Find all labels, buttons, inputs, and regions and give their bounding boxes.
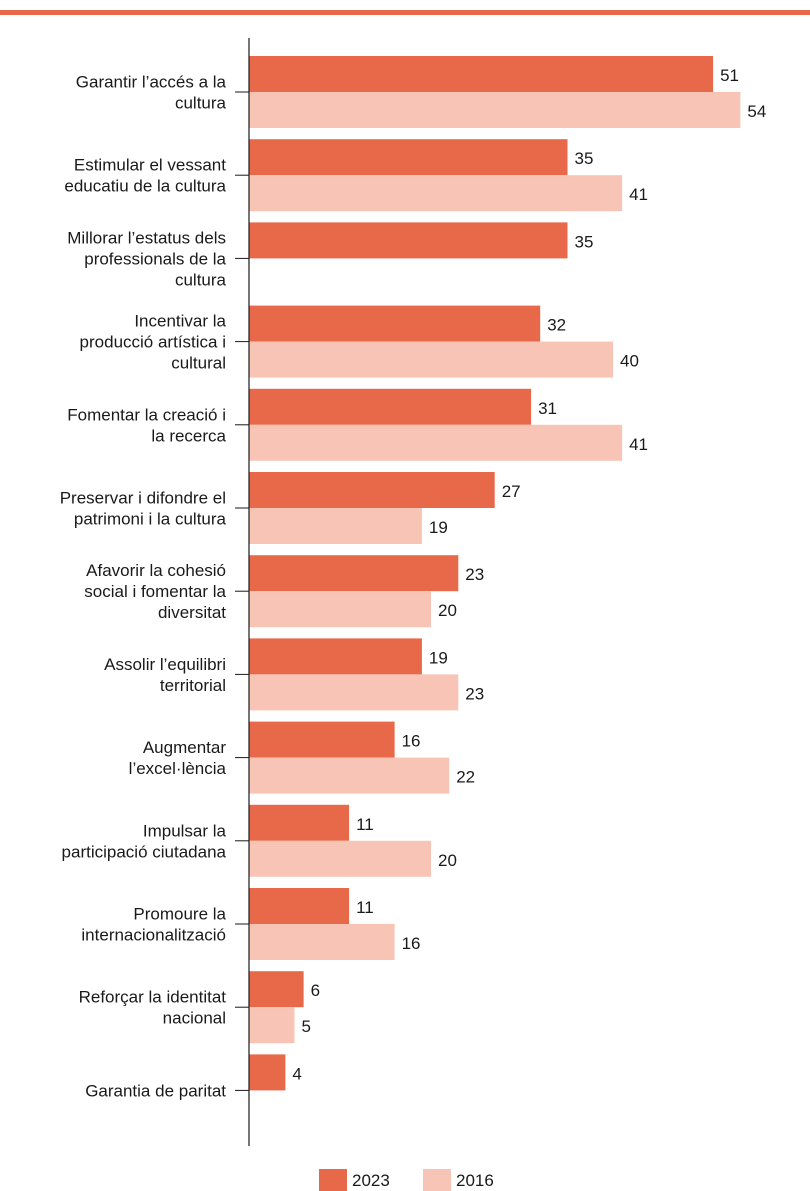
value-label-2023-millorar-l-estatus-dels-professionals-de-la-cultura: 35 [575, 232, 594, 251]
value-label-2016-reforcar-la-identitat-nacional: 5 [302, 1017, 311, 1036]
bar-2016-preservar-i-difondre-el-patrimoni-i-la-cultura [249, 508, 422, 544]
bar-2023-millorar-l-estatus-dels-professionals-de-la-cultura [249, 222, 568, 259]
value-label-2023-afavorir-la-cohesio-social-i-fomentar-la-diversitat: 23 [465, 565, 484, 584]
value-label-2016-impulsar-la-participacio-ciutadana: 20 [438, 851, 457, 870]
bar-2016-estimular-el-vessant-educatiu-de-la-cultura [249, 175, 623, 212]
value-label-2023-impulsar-la-participacio-ciutadana: 11 [356, 815, 374, 834]
category-label-line: Promoure la [133, 905, 226, 924]
value-label-2016-assolir-l-equilibri-territorial: 23 [465, 684, 484, 703]
category-label-line: Assolir l’equilibri [104, 655, 226, 674]
category-labels-group: Garantir l’accés a la cultura Estimular el… [60, 73, 249, 1100]
category-label-impulsar-la-participacio-ciutadana: Impulsar la participació ciutadana [62, 821, 227, 861]
category-label-line: Fomentar la creació i [67, 405, 226, 424]
category-label-line: Garantir l’accés a la [76, 73, 227, 92]
category-label-line: Millorar l’estatus dels [67, 228, 226, 247]
category-label-line: educatiu de la cultura [64, 177, 226, 196]
category-label-line: Estimular el vessant [74, 156, 226, 175]
category-label-line: internacionalització [81, 926, 226, 945]
category-label-preservar-i-difondre-el-patrimoni-i-la-cultura: Preservar i difondre el patrimoni i la cu… [60, 489, 227, 529]
category-label-line: Impulsar la [143, 821, 227, 840]
value-label-2016-afavorir-la-cohesio-social-i-fomentar-la-diversitat: 20 [438, 601, 457, 620]
value-label-2023-promoure-la-internacionalitzacio: 11 [356, 898, 374, 917]
category-label-line: Preservar i difondre el [60, 489, 226, 508]
value-label-2023-augmentar-l-excel-lencia: 16 [402, 732, 421, 751]
bar-2023-garantir-l-acces-a-la-cultura [249, 56, 714, 92]
category-label-line: cultural [171, 354, 226, 373]
category-label-line: social i fomentar la [84, 582, 226, 601]
category-label-line: participació ciutadana [62, 842, 227, 861]
category-label-assolir-l-equilibri-territorial: Assolir l’equilibri territorial [104, 655, 226, 695]
category-label-reforcar-la-identitat-nacional: Reforçar la identitat nacional [79, 988, 227, 1028]
bar-2016-afavorir-la-cohesio-social-i-fomentar-la-diversitat [249, 591, 431, 628]
value-label-2016-augmentar-l-excel-lencia: 22 [456, 768, 475, 787]
category-label-estimular-el-vessant-educatiu-de-la-cultura: Estimular el vessant educatiu de la cultu… [64, 156, 226, 196]
bar-2016-incentivar-la-produccio-artistica-i-cultural [249, 341, 613, 378]
value-label-2016-promoure-la-internacionalitzacio: 16 [402, 934, 421, 953]
bar-2016-assolir-l-equilibri-territorial [249, 674, 459, 711]
bar-2023-reforcar-la-identitat-nacional [249, 971, 304, 1008]
bar-2023-augmentar-l-excel-lencia [249, 721, 395, 758]
value-label-2023-garantia-de-paritat: 4 [292, 1064, 301, 1083]
legend-swatch-2023 [319, 1169, 347, 1191]
value-label-2023-fomentar-la-creacio-i-la-recerca: 31 [538, 399, 557, 418]
category-label-afavorir-la-cohesio-social-i-fomentar-la-diversitat: Afavorir la cohesió social i fomentar la d… [84, 561, 226, 622]
bar-2023-incentivar-la-produccio-artistica-i-cultural [249, 305, 541, 342]
category-label-line: Afavorir la cohesió [86, 561, 226, 580]
bar-2023-garantia-de-paritat [249, 1054, 286, 1091]
bar-2016-promoure-la-internacionalitzacio [249, 924, 395, 960]
category-label-line: territorial [160, 676, 226, 695]
value-label-2023-reforcar-la-identitat-nacional: 6 [311, 981, 320, 1000]
value-label-2023-garantir-l-acces-a-la-cultura: 51 [720, 66, 739, 85]
value-label-2023-estimular-el-vessant-educatiu-de-la-cultura: 35 [575, 149, 594, 168]
category-label-line: nacional [163, 1009, 226, 1028]
top-accent-rule [0, 10, 810, 15]
bar-2023-afavorir-la-cohesio-social-i-fomentar-la-diversitat [249, 555, 459, 592]
category-label-line: la recerca [151, 426, 226, 445]
category-label-line: Garantia de paritat [85, 1081, 226, 1100]
category-label-fomentar-la-creacio-i-la-recerca: Fomentar la creació i la recerca [67, 405, 226, 445]
legend-swatch-2016 [423, 1169, 451, 1191]
bar-2023-estimular-el-vessant-educatiu-de-la-cultura [249, 139, 568, 176]
value-label-2023-preservar-i-difondre-el-patrimoni-i-la-cultura: 27 [502, 482, 521, 501]
category-label-line: Incentivar la [134, 312, 226, 331]
bar-2016-augmentar-l-excel-lencia [249, 757, 450, 794]
category-label-line: cultura [175, 270, 227, 289]
legend: 2023 2016 [319, 1169, 494, 1191]
category-label-line: cultura [175, 94, 227, 113]
category-label-line: producció artística i [80, 333, 226, 352]
bar-2023-impulsar-la-participacio-ciutadana [249, 804, 350, 841]
value-label-2016-estimular-el-vessant-educatiu-de-la-cultura: 41 [629, 185, 648, 204]
category-label-garantir-l-acces-a-la-cultura: Garantir l’accés a la cultura [76, 73, 227, 113]
value-label-2016-preservar-i-difondre-el-patrimoni-i-la-cultura: 19 [429, 518, 448, 537]
category-label-line: Augmentar [143, 738, 226, 757]
category-label-augmentar-l-excel-lencia: Augmentar l’excel·lència [129, 738, 227, 778]
legend-label-2023: 2023 [352, 1171, 390, 1190]
bar-2016-fomentar-la-creacio-i-la-recerca [249, 424, 623, 461]
bar-2023-preservar-i-difondre-el-patrimoni-i-la-cultura [249, 472, 495, 508]
value-labels-group: 5154354135324031412719232019231622112011… [292, 66, 766, 1083]
category-label-incentivar-la-produccio-artistica-i-cultural: Incentivar la producció artística i cultur… [80, 312, 227, 373]
bar-2016-reforcar-la-identitat-nacional [249, 1007, 295, 1044]
bars-group [249, 56, 741, 1091]
value-label-2016-garantir-l-acces-a-la-cultura: 54 [747, 102, 766, 121]
category-label-line: l’excel·lència [129, 759, 227, 778]
category-label-line: professionals de la [84, 249, 226, 268]
bar-2023-promoure-la-internacionalitzacio [249, 888, 350, 924]
category-label-millorar-l-estatus-dels-professionals-de-la-cultura: Millorar l’estatus dels professionals de … [67, 228, 226, 289]
legend-label-2016: 2016 [456, 1171, 494, 1190]
category-label-promoure-la-internacionalitzacio: Promoure la internacionalització [81, 905, 226, 945]
value-label-2016-incentivar-la-produccio-artistica-i-cultural: 40 [620, 352, 639, 371]
category-label-line: diversitat [158, 603, 226, 622]
bar-2023-fomentar-la-creacio-i-la-recerca [249, 388, 532, 425]
bar-2023-assolir-l-equilibri-territorial [249, 638, 422, 675]
value-label-2016-fomentar-la-creacio-i-la-recerca: 41 [629, 435, 648, 454]
bar-2016-garantir-l-acces-a-la-cultura [249, 92, 741, 128]
category-label-line: patrimoni i la cultura [74, 510, 227, 529]
category-label-line: Reforçar la identitat [79, 988, 227, 1007]
bar-2016-impulsar-la-participacio-ciutadana [249, 840, 431, 877]
category-label-garantia-de-paritat: Garantia de paritat [85, 1081, 226, 1100]
value-label-2023-assolir-l-equilibri-territorial: 19 [429, 648, 448, 667]
value-label-2023-incentivar-la-produccio-artistica-i-cultural: 32 [547, 316, 566, 335]
